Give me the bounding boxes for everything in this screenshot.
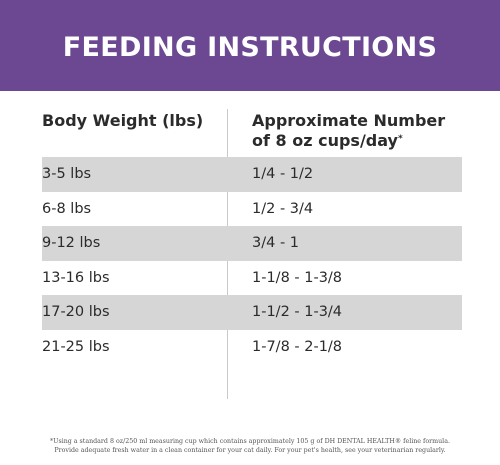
cups-per-day-cell: 1-1/8 - 1-3/8 bbox=[252, 269, 343, 286]
table-row: 13-16 lbs 1-1/8 - 1-3/8 bbox=[42, 261, 462, 296]
title-banner: FEEDING INSTRUCTIONS bbox=[0, 0, 500, 91]
footnote-line-1: *Using a standard 8 oz/250 ml measuring … bbox=[50, 438, 450, 445]
column-header-cups-per-day: Approximate Number of 8 oz cups/day* bbox=[252, 111, 482, 151]
body-weight-cell: 17-20 lbs bbox=[42, 304, 110, 321]
body-weight-cell: 6-8 lbs bbox=[42, 200, 92, 217]
body-weight-cell: 21-25 lbs bbox=[42, 338, 110, 355]
cups-per-day-cell: 1-7/8 - 2-1/8 bbox=[252, 338, 343, 355]
column-header-cups-line2: of 8 oz cups/day bbox=[252, 131, 398, 150]
body-weight-cell: 13-16 lbs bbox=[42, 269, 110, 286]
table-row: 6-8 lbs 1/2 - 3/4 bbox=[42, 192, 462, 227]
footnote-line-2: Provide adequate fresh water in a clean … bbox=[54, 447, 446, 454]
column-header-body-weight: Body Weight (lbs) bbox=[42, 111, 204, 130]
footnote: *Using a standard 8 oz/250 ml measuring … bbox=[0, 437, 500, 455]
cups-per-day-cell: 3/4 - 1 bbox=[252, 235, 300, 252]
body-weight-cell: 9-12 lbs bbox=[42, 235, 101, 252]
table-row: 21-25 lbs 1-7/8 - 2-1/8 bbox=[42, 330, 462, 365]
table-row: 3-5 lbs 1/4 - 1/2 bbox=[42, 157, 462, 192]
body-weight-cell: 3-5 lbs bbox=[42, 166, 92, 183]
table-row: 17-20 lbs 1-1/2 - 1-3/4 bbox=[42, 295, 462, 330]
cups-per-day-cell: 1/4 - 1/2 bbox=[252, 166, 314, 183]
feeding-table: 3-5 lbs 1/4 - 1/2 6-8 lbs 1/2 - 3/4 9-12… bbox=[42, 157, 462, 364]
table-header: Body Weight (lbs) Approximate Number of … bbox=[0, 100, 500, 157]
page-title: FEEDING INSTRUCTIONS bbox=[62, 32, 438, 63]
cups-per-day-cell: 1-1/2 - 1-3/4 bbox=[252, 304, 343, 321]
cups-per-day-cell: 1/2 - 3/4 bbox=[252, 200, 314, 217]
table-row: 9-12 lbs 3/4 - 1 bbox=[42, 226, 462, 261]
column-header-cups-line1: Approximate Number bbox=[252, 111, 446, 130]
footnote-marker: * bbox=[397, 134, 403, 144]
